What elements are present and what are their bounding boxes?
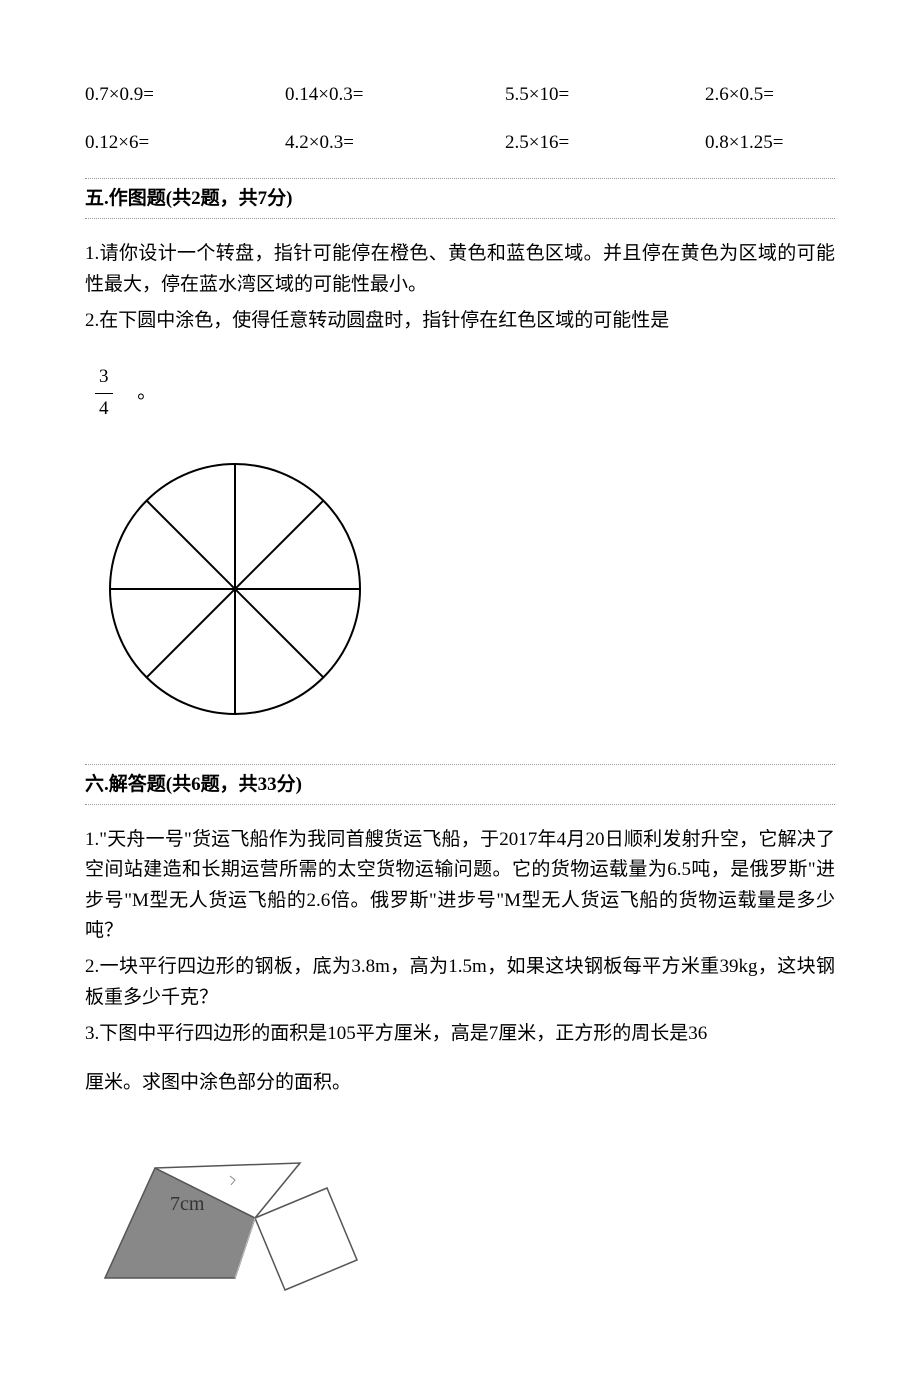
q5-2-fraction-line: 3 4 。 (85, 342, 835, 444)
q5-2-suffix: 。 (137, 382, 156, 403)
equation: 0.8×1.25= (705, 128, 835, 158)
q6-2: 2.一块平行四边形的钢板，底为3.8m，高为1.5m，如果这块钢板每平方米重39… (85, 952, 835, 1013)
circle-8-sectors (85, 459, 835, 734)
section-five-title: 五.作图题(共2题，共7分) (85, 184, 835, 214)
q6-3-line2: 厘米。求图中涂色部分的面积。 (85, 1068, 835, 1098)
equation: 0.14×0.3= (285, 80, 505, 110)
label-7cm: 7cm (170, 1193, 205, 1215)
equation-row-2: 0.12×6= 4.2×0.3= 2.5×16= 0.8×1.25= (85, 128, 835, 158)
equation: 2.5×16= (505, 128, 705, 158)
circle-svg (85, 459, 385, 724)
equation: 4.2×0.3= (285, 128, 505, 158)
q5-1: 1.请你设计一个转盘，指针可能停在橙色、黄色和蓝色区域。并且停在黄色为区域的可能… (85, 239, 835, 300)
q6-3-line1: 3.下图中平行四边形的面积是105平方厘米，高是7厘米，正方形的周长是36 (85, 1019, 835, 1049)
equation: 0.7×0.9= (85, 80, 285, 110)
fraction-denominator: 4 (95, 394, 113, 424)
geometry-diagram: 7cm (95, 1128, 835, 1308)
fraction-numerator: 3 (95, 362, 113, 393)
equation-row-1: 0.7×0.9= 0.14×0.3= 5.5×10= 2.6×0.5= (85, 80, 835, 110)
q5-2-prefix: 2.在下圆中涂色，使得任意转动圆盘时，指针停在红色区域的可能性是 (85, 306, 835, 336)
section-six-title: 六.解答题(共6题，共33分) (85, 770, 835, 800)
equation: 0.12×6= (85, 128, 285, 158)
square (255, 1188, 357, 1290)
q6-1: 1."天舟一号"货运飞船作为我同首艘货运飞船，于2017年4月20日顺利发射升空… (85, 825, 835, 947)
equation: 2.6×0.5= (705, 80, 835, 110)
equation: 5.5×10= (505, 80, 705, 110)
geometry-svg: 7cm (95, 1128, 375, 1298)
fraction-3-4: 3 4 (95, 362, 113, 424)
